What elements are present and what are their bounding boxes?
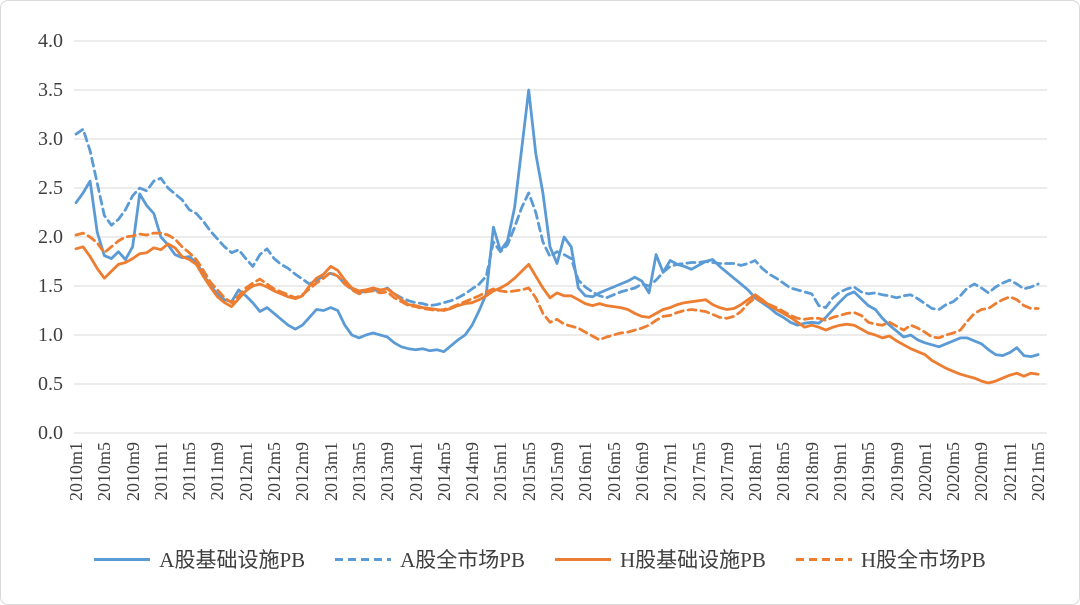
x-tick-label: 2012m1 xyxy=(235,442,256,502)
x-tick-label: 2014m9 xyxy=(462,442,483,502)
x-tick-label: 2018m5 xyxy=(773,442,794,502)
solid-blue-line-swatch xyxy=(94,557,151,561)
legend-item-h-infra: H股基础设施PB xyxy=(555,544,766,574)
x-tick-label: 2018m1 xyxy=(745,442,766,502)
x-tick-label: 2013m9 xyxy=(377,442,398,502)
series-line-1 xyxy=(74,127,1040,311)
x-tick-label: 2020m1 xyxy=(914,442,935,502)
legend-item-a-infra: A股基础设施PB xyxy=(94,544,305,574)
x-tick-label: 2013m1 xyxy=(320,442,341,502)
y-tick-label: 1.5 xyxy=(38,275,63,297)
x-tick-label: 2020m9 xyxy=(971,442,992,502)
x-tick-label: 2021m1 xyxy=(999,442,1020,502)
legend-label: H股全市场PB xyxy=(860,548,986,572)
y-tick-label: 1.0 xyxy=(38,324,63,346)
x-tick-label: 2011m1 xyxy=(150,442,171,501)
x-tick-label: 2012m9 xyxy=(292,442,313,502)
x-tick-label: 2014m1 xyxy=(405,442,426,502)
x-tick-label: 2017m5 xyxy=(688,442,709,502)
legend: A股基础设施PB A股全市场PB H股基础设施PB H股全市场PB xyxy=(1,544,1079,574)
legend-label: A股基础设施PB xyxy=(159,548,306,572)
x-tick-label: 2015m9 xyxy=(547,442,568,502)
dashed-orange-line-swatch xyxy=(795,557,852,561)
series-line-3 xyxy=(74,231,1040,342)
x-tick-label: 2020m5 xyxy=(943,442,964,502)
x-tick-label: 2016m1 xyxy=(575,442,596,502)
y-tick-label: 0.5 xyxy=(38,373,63,395)
x-tick-label: 2015m5 xyxy=(518,442,539,502)
x-tick-label: 2021m5 xyxy=(1028,442,1049,502)
x-tick-label: 2011m9 xyxy=(207,442,228,501)
x-tick-label: 2019m5 xyxy=(858,442,879,502)
x-tick-label: 2019m9 xyxy=(886,442,907,502)
x-tick-label: 2016m9 xyxy=(631,442,652,502)
series-line-0 xyxy=(74,88,1040,359)
x-tick-label: 2010m9 xyxy=(122,442,143,502)
x-tick-label: 2019m1 xyxy=(829,442,850,502)
y-tick-label: 0.0 xyxy=(38,422,63,444)
y-tick-label: 3.5 xyxy=(38,79,63,101)
x-tick-label: 2014m5 xyxy=(433,442,454,502)
legend-item-a-market: A股全市场PB xyxy=(335,544,525,574)
x-tick-label: 2012m5 xyxy=(264,442,285,502)
x-tick-label: 2013m5 xyxy=(348,442,369,502)
x-tick-label: 2017m9 xyxy=(716,442,737,502)
y-tick-label: 4.0 xyxy=(38,30,63,52)
dashed-blue-line-swatch xyxy=(335,557,392,561)
solid-orange-line-swatch xyxy=(555,557,611,561)
x-tick-label: 2015m1 xyxy=(490,442,511,502)
x-tick-label: 2018m9 xyxy=(801,442,822,502)
legend-label: H股基础设施PB xyxy=(620,548,766,572)
legend-label: A股全市场PB xyxy=(400,548,525,572)
y-tick-label: 2.5 xyxy=(38,177,63,199)
plot-area xyxy=(74,40,1047,434)
x-tick-label: 2016m5 xyxy=(603,442,624,502)
series-line-2 xyxy=(74,242,1040,385)
legend-item-h-market: H股全市场PB xyxy=(795,544,986,574)
y-tick-label: 2.0 xyxy=(38,226,63,248)
x-tick-label: 2010m1 xyxy=(66,442,86,502)
y-tick-label: 3.0 xyxy=(38,128,63,150)
x-tick-label: 2011m5 xyxy=(179,442,200,501)
x-tick-label: 2010m5 xyxy=(94,442,115,502)
x-tick-label: 2017m1 xyxy=(660,442,681,502)
